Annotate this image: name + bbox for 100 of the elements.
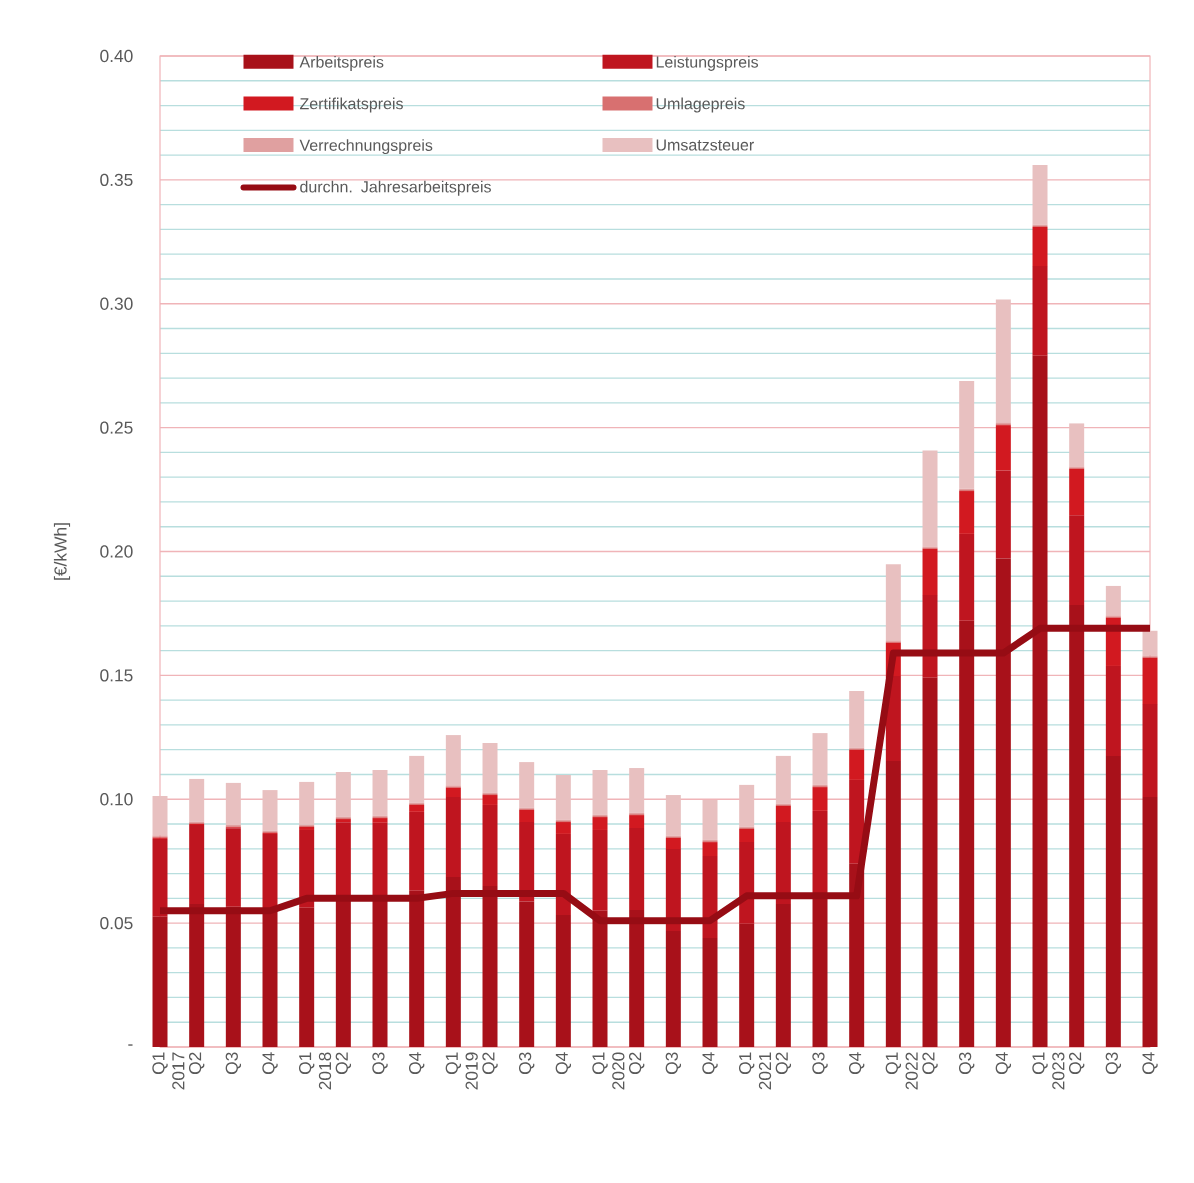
bar	[812, 733, 828, 785]
bar	[1105, 755, 1121, 1047]
bar	[959, 381, 975, 489]
y-axis-title: [€/kWh]	[53, 523, 71, 580]
bar	[1142, 657, 1158, 705]
x-tick-label: Q3	[812, 1052, 828, 1075]
bar	[1105, 665, 1121, 756]
bar	[372, 770, 388, 816]
x-tick-label: Q2	[775, 1052, 792, 1075]
bar	[555, 833, 571, 915]
legend-label: Arbeitspreis	[299, 55, 384, 71]
bar	[995, 470, 1011, 559]
x-tick-label: Q2	[628, 1052, 645, 1075]
bar	[262, 790, 278, 831]
x-tick-label: Q1	[592, 1052, 608, 1075]
bar	[702, 842, 718, 856]
bar	[555, 774, 571, 820]
bar	[812, 787, 828, 811]
bar	[739, 828, 755, 843]
bar	[995, 299, 1011, 423]
x-tick-label: Q1	[298, 1052, 315, 1075]
bar	[409, 811, 425, 891]
text: 2022	[905, 1052, 918, 1090]
bar	[299, 781, 315, 825]
text: 2018	[318, 1052, 332, 1090]
bar	[995, 558, 1011, 1047]
y-tick-label: 0.10	[100, 793, 133, 806]
bar	[445, 877, 461, 1047]
legend-label: durchn. Jahresarbeitspreis	[300, 180, 491, 196]
x-tick-label: Q3	[225, 1052, 242, 1075]
bar	[482, 795, 498, 805]
bar	[1069, 515, 1085, 606]
y-tick-label: 0.20	[100, 545, 133, 558]
bar	[885, 564, 901, 641]
bar	[775, 805, 791, 823]
bar	[519, 822, 535, 902]
bar	[445, 787, 461, 798]
y-tick-label: 0.25	[100, 421, 133, 434]
bar	[592, 910, 608, 1047]
bar	[959, 491, 975, 534]
bar	[445, 797, 461, 878]
bar	[1069, 468, 1085, 516]
y-tick-label: 0.40	[100, 49, 133, 63]
x-tick-label: Q1	[152, 1052, 168, 1075]
x-tick-label: Q2	[1068, 1052, 1085, 1075]
bar	[849, 779, 865, 864]
text: 2019	[465, 1052, 478, 1090]
bar	[739, 784, 755, 827]
bar	[959, 620, 975, 1047]
x-tick-label: Q2	[188, 1052, 205, 1075]
bar	[592, 829, 608, 911]
bar	[1032, 165, 1048, 225]
bar	[409, 755, 425, 803]
bar	[152, 838, 168, 917]
bar	[849, 749, 865, 780]
bar	[1142, 704, 1158, 798]
x-tick-label: Q1	[738, 1052, 755, 1075]
legend-label: Verrechnungspreis	[299, 139, 433, 155]
bar	[555, 914, 571, 1047]
text: 2020	[612, 1052, 625, 1090]
y-tick-label: 0.30	[100, 297, 133, 310]
x-tick-label: Q3	[372, 1052, 388, 1075]
bar	[482, 804, 498, 886]
x-tick-label: Q1	[1032, 1052, 1048, 1075]
bar	[519, 901, 535, 1047]
x-tick-label: Q3	[518, 1052, 535, 1075]
y-tick-label: 0.35	[100, 173, 133, 186]
bar	[592, 770, 608, 815]
bar	[922, 677, 938, 1047]
bar	[445, 735, 461, 786]
bar	[702, 855, 718, 938]
bar	[922, 595, 938, 678]
bar	[629, 815, 645, 828]
x-tick-label: Q4	[262, 1052, 278, 1075]
bar	[1069, 605, 1085, 1047]
bar	[1032, 355, 1048, 1047]
bar	[739, 923, 755, 1047]
x-tick-label: Q4	[1142, 1052, 1158, 1075]
x-tick-label: Q4	[848, 1052, 865, 1075]
y-tick-label: -	[128, 1044, 133, 1046]
bar	[372, 818, 388, 823]
x-tick-label: Q1	[445, 1052, 462, 1075]
bar	[885, 761, 901, 1047]
bar	[922, 450, 938, 547]
bar	[409, 890, 425, 1047]
bar	[702, 799, 718, 840]
x-tick-label: Q2	[335, 1052, 352, 1075]
bar	[1032, 266, 1048, 356]
bar	[702, 937, 718, 1047]
y-tick-label: 0.15	[100, 669, 133, 682]
bar	[1069, 423, 1085, 467]
x-tick-label: Q4	[555, 1052, 572, 1075]
bar	[665, 931, 681, 1047]
x-tick-label: Q1	[885, 1052, 902, 1075]
bar	[482, 885, 498, 1047]
bar	[299, 907, 315, 1047]
bar	[262, 833, 278, 909]
x-tick-label: Q4	[408, 1052, 425, 1075]
bar	[775, 904, 791, 1047]
text: 2021	[758, 1052, 772, 1090]
